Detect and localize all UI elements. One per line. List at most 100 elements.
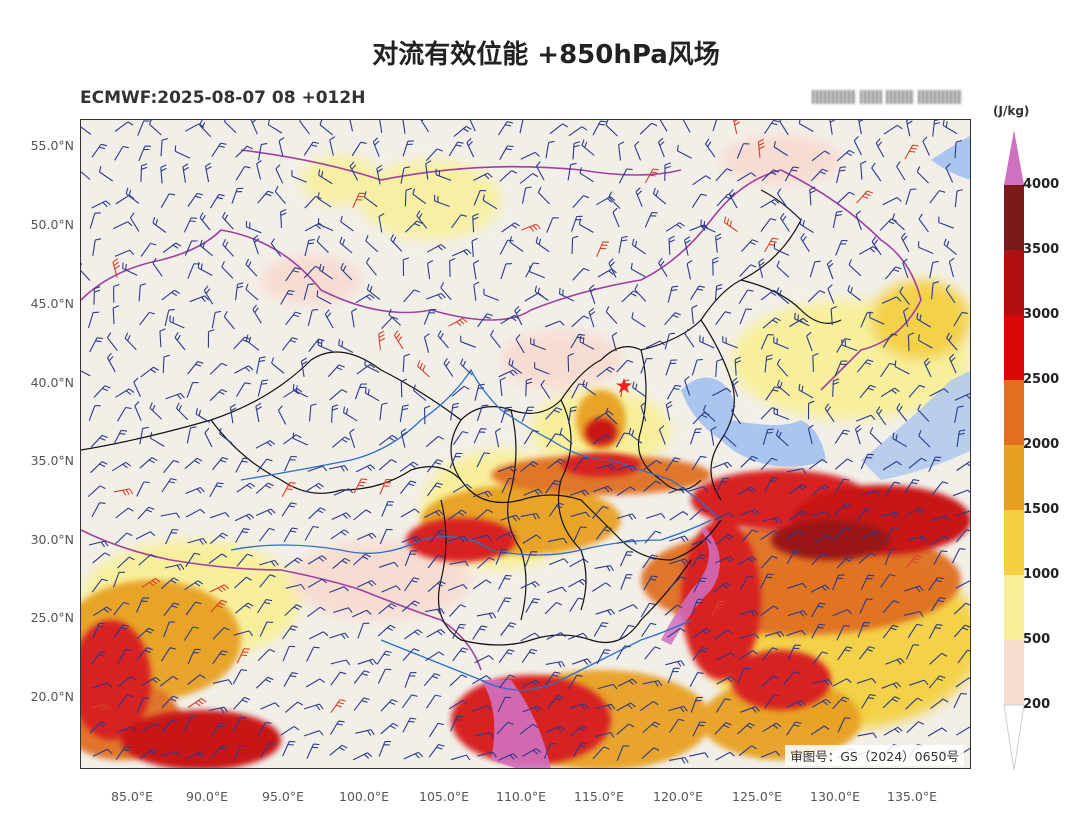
wind-barb-feather xyxy=(365,257,370,263)
wind-barb-feather xyxy=(828,679,833,685)
wind-barb-feather xyxy=(462,584,468,590)
wind-barb-feather xyxy=(385,668,392,671)
wind-barb-shaft xyxy=(498,575,507,590)
wind-barb-feather xyxy=(230,407,237,412)
wind-barb-feather xyxy=(221,388,228,393)
wind-barb-shaft xyxy=(91,143,102,158)
wind-barb-feather xyxy=(462,431,469,434)
wind-barb-feather xyxy=(244,382,251,385)
wind-barb-shaft xyxy=(236,648,245,664)
wind-barb-feather xyxy=(222,456,229,460)
wind-barb-shaft xyxy=(824,408,835,423)
wind-barb-shaft xyxy=(280,211,283,228)
wind-barb-feather xyxy=(318,557,324,562)
wind-barb-feather xyxy=(459,319,465,325)
wind-barb-shaft xyxy=(712,387,727,397)
wind-barb-feather xyxy=(128,194,135,200)
wind-barb-shaft xyxy=(737,556,753,566)
wind-barb-feather xyxy=(833,378,840,382)
wind-barb-shaft xyxy=(688,486,704,492)
wind-barb-feather xyxy=(732,377,738,383)
wind-barb-feather xyxy=(871,678,877,684)
wind-barb-shaft xyxy=(875,142,885,158)
wind-barb-shaft xyxy=(81,171,91,180)
wind-barb-feather xyxy=(104,540,109,547)
wind-barb-feather xyxy=(150,368,157,374)
wind-barb-feather xyxy=(265,721,272,724)
wind-barb-feather xyxy=(607,704,612,711)
wind-barb-shaft xyxy=(329,586,345,593)
wind-barb-feather xyxy=(439,580,446,585)
wind-barb-shaft xyxy=(710,429,715,446)
wind-barb-shaft xyxy=(705,143,716,158)
colorbar-segment xyxy=(1004,445,1024,510)
wind-barb-feather xyxy=(292,383,295,390)
wind-barb-feather xyxy=(712,256,719,261)
wind-barb-shaft xyxy=(332,557,346,570)
wind-barb-feather xyxy=(618,141,625,146)
wind-barb-feather xyxy=(437,554,444,558)
wind-barb-feather xyxy=(341,560,348,564)
wind-barb-feather xyxy=(176,402,180,409)
wind-barb-feather xyxy=(798,486,805,491)
wind-barb-feather xyxy=(535,223,541,229)
wind-barb-feather xyxy=(583,558,589,564)
wind-barb-shaft xyxy=(404,190,407,207)
wind-barb-shaft xyxy=(161,478,172,493)
wind-barb-shaft xyxy=(722,341,738,349)
wind-barb-feather xyxy=(659,340,666,346)
wind-barb-feather xyxy=(840,699,847,703)
wind-barb-feather xyxy=(583,195,590,199)
wind-barb-shaft xyxy=(412,193,427,205)
wind-barb-shaft xyxy=(715,478,724,494)
wind-barb-shaft xyxy=(666,627,681,639)
wind-barb-shaft xyxy=(570,334,580,349)
wind-barb-feather xyxy=(505,574,512,577)
wind-barb-shaft xyxy=(786,549,796,564)
wind-barb-feather xyxy=(160,167,167,172)
wind-barb-shaft xyxy=(834,429,845,444)
wind-barb-shaft xyxy=(245,264,258,277)
wind-barb-shaft xyxy=(490,334,501,349)
wind-barb-shaft xyxy=(285,267,296,282)
wind-barb-shaft xyxy=(946,337,958,351)
wind-barb-feather xyxy=(199,508,206,514)
wind-barb-shaft xyxy=(270,243,282,257)
wind-barb-feather xyxy=(561,661,566,667)
wind-barb-shaft xyxy=(316,295,332,305)
wind-barb-shaft xyxy=(233,697,245,710)
wind-barb-feather xyxy=(312,525,319,528)
wind-barb-feather xyxy=(586,658,592,664)
wind-barb-feather xyxy=(243,648,251,650)
wind-barb-feather xyxy=(449,257,456,262)
wind-barb-feather xyxy=(180,564,185,570)
wind-barb-shaft xyxy=(529,271,545,279)
wind-barb-shaft xyxy=(257,722,266,737)
wind-barb-feather xyxy=(700,577,707,579)
wind-barb-feather xyxy=(437,582,443,587)
wind-barb-shaft xyxy=(472,625,482,640)
wind-barb-feather xyxy=(779,120,782,122)
wind-barb-feather xyxy=(621,239,628,242)
wind-barb-shaft xyxy=(597,268,613,278)
wind-barb-feather xyxy=(801,510,808,515)
wind-barb-shaft xyxy=(140,366,154,378)
wind-barb-feather xyxy=(773,694,781,697)
wind-barb-feather xyxy=(966,463,970,467)
wind-barb-shaft xyxy=(160,140,163,157)
wind-barb-feather xyxy=(632,539,637,545)
wind-barb-shaft xyxy=(355,464,371,473)
wind-barb-feather xyxy=(651,575,658,578)
wind-barb-shaft xyxy=(165,529,173,545)
wind-barb-feather xyxy=(715,607,722,609)
wind-barb-feather xyxy=(326,312,332,318)
wind-barb-shaft xyxy=(280,290,290,305)
wind-barb-shaft xyxy=(403,289,415,303)
wind-barb-shaft xyxy=(859,246,874,255)
wind-barb-feather xyxy=(532,723,539,728)
wind-barb-shaft xyxy=(856,507,867,522)
wind-barb-shaft xyxy=(933,550,942,566)
wind-barb-feather xyxy=(221,599,228,603)
wind-barb-shaft xyxy=(619,551,628,567)
wind-barb-feather xyxy=(961,311,968,314)
